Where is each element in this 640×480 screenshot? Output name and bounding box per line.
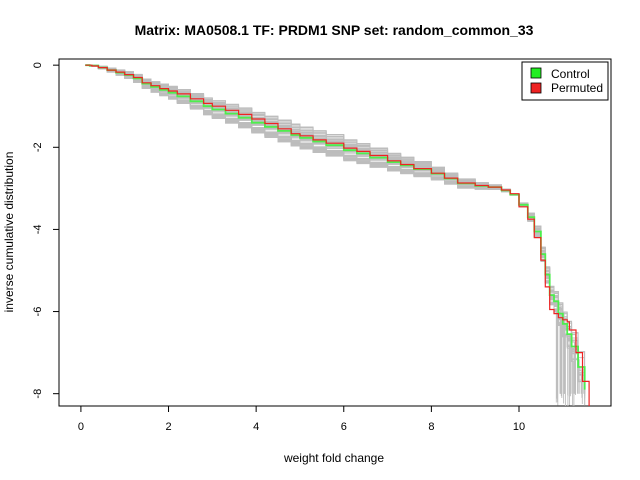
background-permutation-line xyxy=(85,64,575,394)
background-permutation-line xyxy=(85,65,577,394)
legend-control-label: Control xyxy=(551,67,590,81)
y-axis-label: inverse cumulative distribution xyxy=(2,152,16,313)
background-permutation-lines xyxy=(85,64,586,406)
background-permutation-line xyxy=(85,64,572,397)
y-tick-label: -2 xyxy=(32,142,44,152)
background-permutation-line xyxy=(85,64,566,394)
background-permutation-line xyxy=(85,64,580,394)
y-tick-label: -6 xyxy=(32,307,44,317)
background-permutation-line xyxy=(85,64,559,406)
background-permutation-line xyxy=(85,64,583,404)
x-tick-label: 10 xyxy=(513,421,525,433)
legend-control-swatch xyxy=(530,67,542,79)
background-permutation-line xyxy=(85,64,562,394)
series-line-control xyxy=(85,64,586,390)
x-axis: 0 2 4 6 8 10 xyxy=(78,405,525,433)
background-permutation-line xyxy=(85,64,558,403)
x-tick-label: 6 xyxy=(341,421,347,433)
x-axis-label: weight fold change xyxy=(283,451,384,465)
background-permutation-line xyxy=(85,64,558,399)
x-tick-label: 2 xyxy=(165,421,171,433)
background-permutation-line xyxy=(85,64,565,404)
legend: Control Permuted xyxy=(521,61,609,101)
background-permutation-line xyxy=(85,65,572,394)
x-tick-label: 0 xyxy=(78,421,84,433)
x-tick-label: 4 xyxy=(253,421,259,433)
background-permutation-line xyxy=(85,64,565,394)
background-permutation-line xyxy=(85,64,585,394)
series-line-permuted xyxy=(85,64,590,406)
plot-area xyxy=(58,58,612,407)
background-permutation-line xyxy=(85,64,583,398)
background-permutation-line xyxy=(85,64,557,403)
y-tick-label: -8 xyxy=(32,389,44,399)
background-permutation-line xyxy=(85,64,565,394)
legend-permuted-label: Permuted xyxy=(551,81,603,95)
background-permutation-line xyxy=(85,64,586,396)
background-permutation-line xyxy=(85,64,574,394)
background-permutation-line xyxy=(85,65,576,395)
background-permutation-line xyxy=(85,64,562,397)
background-permutation-line xyxy=(85,64,576,394)
background-permutation-line xyxy=(85,64,585,394)
plot-frame xyxy=(58,58,612,407)
background-permutation-line xyxy=(85,64,574,406)
background-permutation-line xyxy=(85,64,566,394)
background-permutation-line xyxy=(85,64,562,394)
background-permutation-line xyxy=(85,64,586,406)
background-permutation-line xyxy=(85,64,570,406)
background-permutation-line xyxy=(85,64,586,406)
background-permutation-line xyxy=(85,64,586,399)
background-permutation-line xyxy=(85,64,578,394)
main-series-lines xyxy=(85,64,590,406)
background-permutation-line xyxy=(85,64,586,394)
background-permutation-line xyxy=(85,65,575,406)
y-axis: 0 -2 -4 -6 -8 xyxy=(32,62,60,399)
background-permutation-line xyxy=(85,64,562,394)
background-permutation-line xyxy=(85,64,563,398)
background-permutation-line xyxy=(85,65,586,394)
y-tick-label: 0 xyxy=(32,62,44,68)
chart-title: Matrix: MA0508.1 TF: PRDM1 SNP set: rand… xyxy=(135,22,534,38)
background-permutation-line xyxy=(85,64,569,406)
background-permutation-line xyxy=(85,64,569,396)
background-permutation-line xyxy=(85,64,565,394)
background-permutation-line xyxy=(85,64,571,394)
background-permutation-line xyxy=(85,64,585,394)
background-permutation-line xyxy=(85,64,575,394)
legend-permuted-swatch xyxy=(530,82,542,94)
background-permutation-line xyxy=(85,64,582,394)
background-permutation-line xyxy=(85,64,580,394)
background-permutation-line xyxy=(85,65,569,397)
background-permutation-line xyxy=(85,64,561,394)
x-tick-label: 8 xyxy=(428,421,434,433)
background-permutation-line xyxy=(85,64,563,394)
background-permutation-line xyxy=(85,64,566,406)
y-tick-label: -4 xyxy=(32,225,44,235)
background-permutation-line xyxy=(85,64,583,398)
background-permutation-line xyxy=(85,65,565,394)
